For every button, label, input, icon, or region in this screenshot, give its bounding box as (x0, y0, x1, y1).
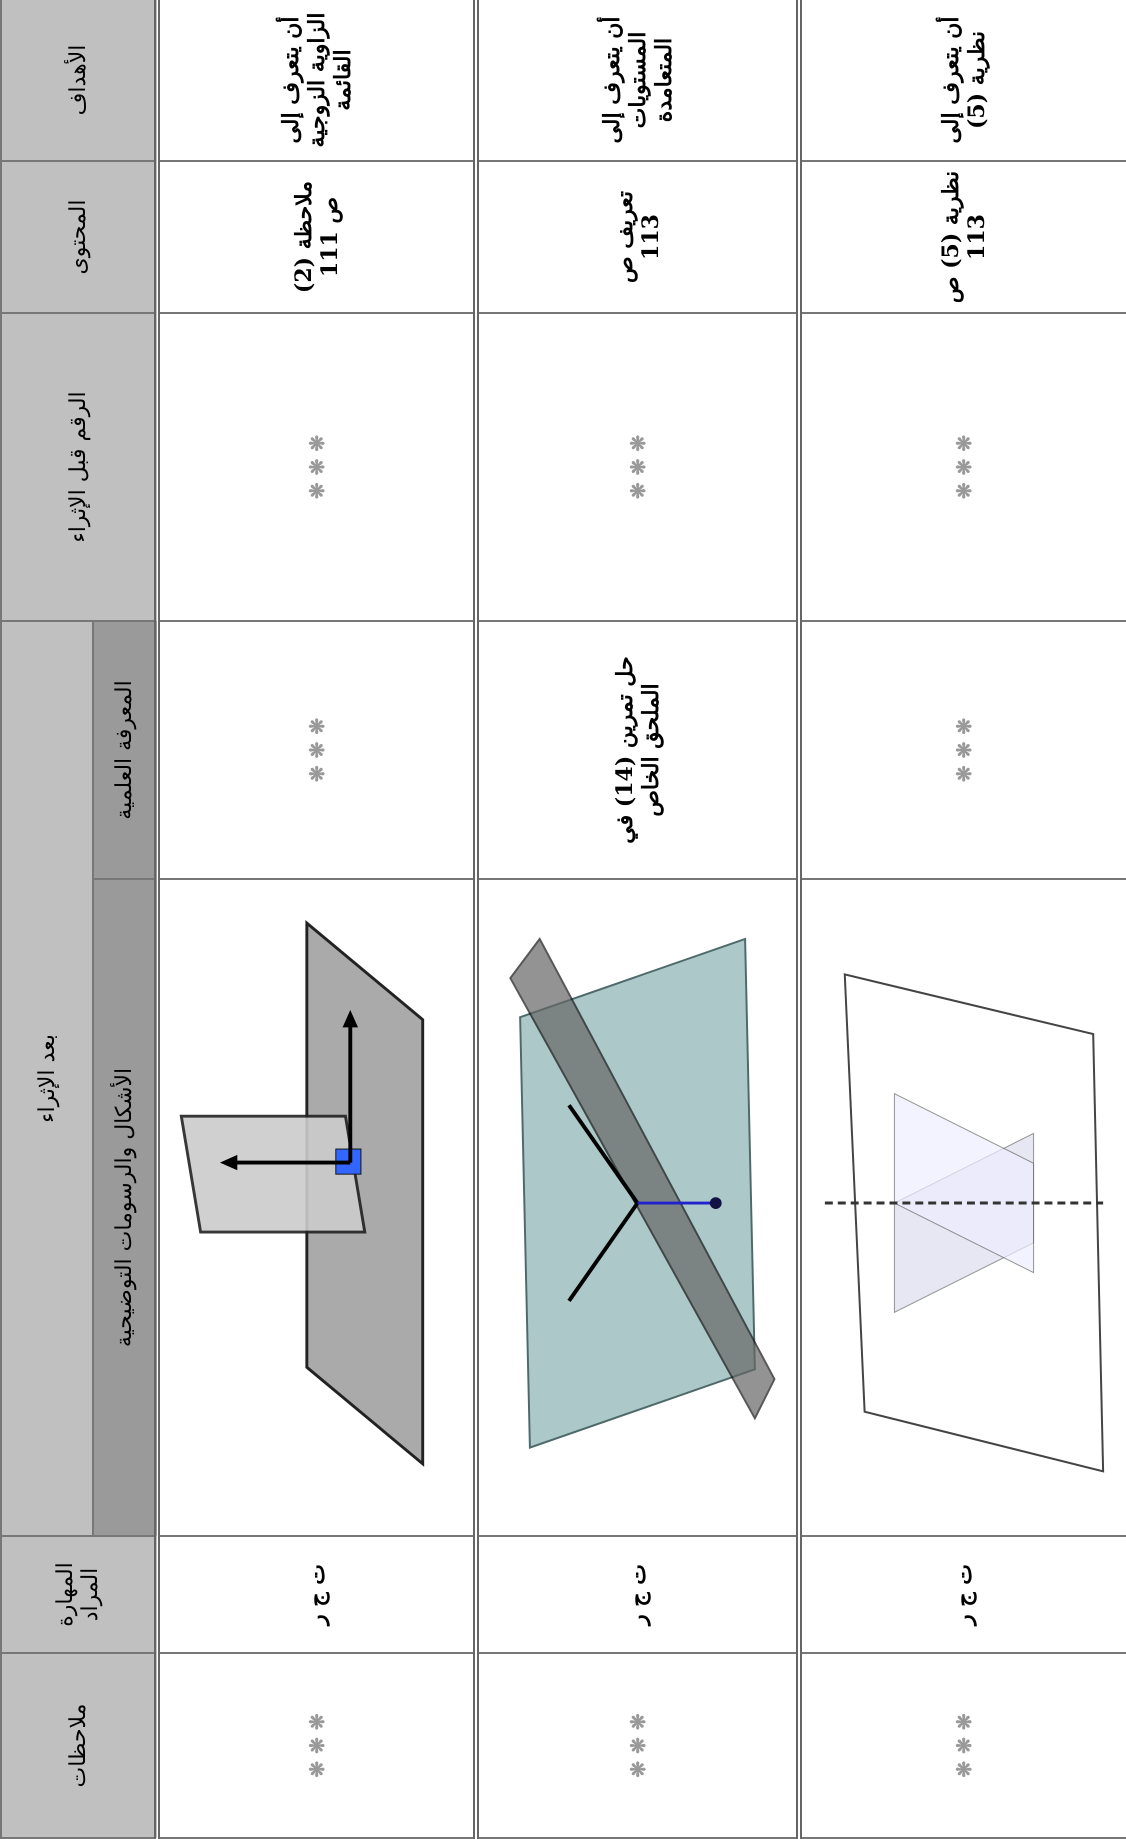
notes-cell: ❋ ❋ ❋ (476, 1653, 799, 1838)
header-cell: الأشكال والرسومات التوضيحية (93, 879, 157, 1536)
header-cell: الأهداف (1, 0, 157, 161)
knowledge-cell: ❋ ❋ ❋ (157, 621, 476, 879)
number-before-cell: ❋ ❋ ❋ (799, 313, 1126, 621)
objective-cell: أن يتعرف إلى نظرية (5) (799, 0, 1126, 161)
figure (824, 973, 1105, 1473)
figure (509, 937, 776, 1449)
figure-cell (799, 879, 1126, 1536)
knowledge-cell: حل تمرين (14) في الملحق الخاص (476, 621, 799, 879)
figure (179, 919, 425, 1467)
number-before-cell: ❋ ❋ ❋ (157, 313, 476, 621)
header-cell: بعد الإثراء (1, 621, 93, 1536)
header-cell: المعرفة العلمية (93, 621, 157, 879)
content-cell: ملاحظة (2) ص 111 (157, 161, 476, 313)
notes-cell: ❋ ❋ ❋ (157, 1653, 476, 1838)
skill-cell: ت ج ر (799, 1536, 1126, 1653)
knowledge-cell: ❋ ❋ ❋ (799, 621, 1126, 879)
number-before-cell: ❋ ❋ ❋ (476, 313, 799, 621)
skill-cell: ت ج ر (157, 1536, 476, 1653)
header-cell: المهارة المراد (1, 1536, 157, 1653)
content-cell: نظرية (5) ص 113 (799, 161, 1126, 313)
objective-cell: أن يتعرف إلى المستويات المتعامدة (476, 0, 799, 161)
figure-cell (476, 879, 799, 1536)
header-cell: الرقم قبل الإثراء (1, 313, 157, 621)
notes-cell: ❋ ❋ ❋ (799, 1653, 1126, 1838)
skill-cell: ت ج ر (476, 1536, 799, 1653)
header-cell: المحتوى (1, 161, 157, 313)
table-row: أن يتعرف إلى نظرية (5) نظرية (5) ص 113 ❋ ❋… (799, 0, 1126, 1838)
figure-cell (157, 879, 476, 1536)
objective-cell: أن يتعرف إلى الزاوية الزوجية القائمة (157, 0, 476, 161)
table-row: أن يتعرف إلى الزاوية الزوجية القائمة ملاح… (157, 0, 476, 1838)
header-cell: ملاحظات (1, 1653, 157, 1838)
table-body: أن يتعرف إلى الزاوية الزوجية القائمة ملاح… (157, 0, 1126, 1838)
table-row: أن يتعرف إلى المستويات المتعامدة تعريف ص … (476, 0, 799, 1838)
content-cell: تعريف ص 113 (476, 161, 799, 313)
